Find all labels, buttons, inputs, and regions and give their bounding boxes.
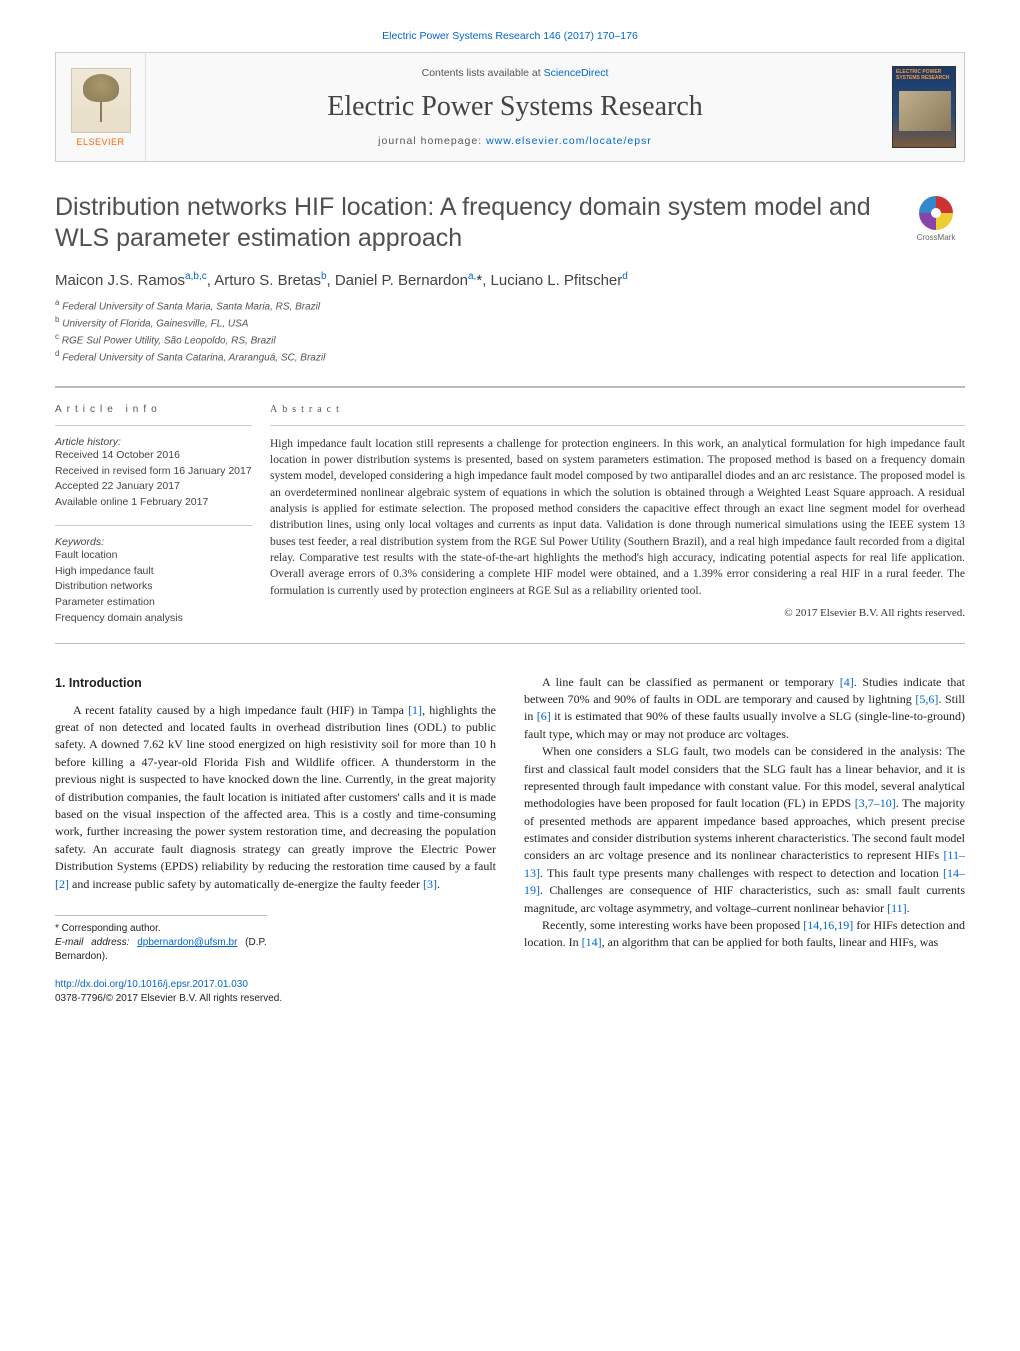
article-history-dates: Received 14 October 2016 Received in rev… xyxy=(55,448,252,511)
journal-masthead: ELSEVIER Contents lists available at Sci… xyxy=(55,52,965,162)
email-label: E-mail address: xyxy=(55,937,137,948)
affiliation-item: b University of Florida, Gainesville, FL… xyxy=(55,314,965,331)
keywords-label: Keywords: xyxy=(55,536,252,548)
doi-block: http://dx.doi.org/10.1016/j.epsr.2017.01… xyxy=(55,978,496,1007)
body-paragraph: A recent fatality caused by a high imped… xyxy=(55,702,496,893)
cover-title-text: ELECTRIC POWER SYSTEMS RESEARCH xyxy=(896,70,952,81)
publisher-logo-block[interactable]: ELSEVIER xyxy=(56,53,146,161)
author-email-link[interactable]: dpbernardon@ufsm.br xyxy=(137,937,237,948)
body-paragraph: A line fault can be classified as perman… xyxy=(524,674,965,744)
authors-line: Maicon J.S. Ramosa,b,c, Arturo S. Bretas… xyxy=(55,271,965,289)
abstract-heading: abstract xyxy=(270,404,965,415)
issn-copyright-line: 0378-7796/© 2017 Elsevier B.V. All right… xyxy=(55,992,496,1007)
affiliation-item: a Federal University of Santa Maria, San… xyxy=(55,297,965,314)
keyword-item: High impedance fault xyxy=(55,564,252,580)
history-line: Received in revised form 16 January 2017 xyxy=(55,464,252,480)
keyword-item: Frequency domain analysis xyxy=(55,611,252,627)
keyword-item: Fault location xyxy=(55,548,252,564)
email-line: E-mail address: dpbernardon@ufsm.br (D.P… xyxy=(55,936,267,964)
doi-link[interactable]: http://dx.doi.org/10.1016/j.epsr.2017.01… xyxy=(55,979,248,990)
history-line: Accepted 22 January 2017 xyxy=(55,479,252,495)
contents-label: Contents lists available at xyxy=(422,67,544,79)
body-column-left: 1. Introduction A recent fatality caused… xyxy=(55,674,496,1007)
publisher-name: ELSEVIER xyxy=(76,137,124,147)
divider xyxy=(55,425,252,426)
article-title: Distribution networks HIF location: A fr… xyxy=(55,192,887,255)
journal-homepage-line: journal homepage: www.elsevier.com/locat… xyxy=(156,135,874,147)
body-column-right: A line fault can be classified as perman… xyxy=(524,674,965,1007)
article-body: 1. Introduction A recent fatality caused… xyxy=(55,674,965,1007)
journal-cover-block[interactable]: ELECTRIC POWER SYSTEMS RESEARCH xyxy=(884,53,964,161)
elsevier-tree-icon xyxy=(71,68,131,133)
journal-cover-thumbnail: ELECTRIC POWER SYSTEMS RESEARCH xyxy=(892,66,956,148)
sciencedirect-link[interactable]: ScienceDirect xyxy=(544,67,609,79)
journal-title: Electric Power Systems Research xyxy=(156,91,874,123)
divider xyxy=(55,525,252,526)
article-info-heading: article info xyxy=(55,404,252,415)
affiliation-item: d Federal University of Santa Catarina, … xyxy=(55,348,965,365)
history-line: Received 14 October 2016 xyxy=(55,448,252,464)
article-info-column: article info Article history: Received 1… xyxy=(55,388,270,643)
crossmark-badge[interactable]: CrossMark xyxy=(907,196,965,242)
corresponding-author-note: * Corresponding author. xyxy=(55,922,267,936)
abstract-column: abstract High impedance fault location s… xyxy=(270,388,965,643)
body-paragraph: When one considers a SLG fault, two mode… xyxy=(524,743,965,917)
keywords-list: Fault location High impedance fault Dist… xyxy=(55,548,252,627)
cover-image-placeholder xyxy=(899,91,951,131)
masthead-center: Contents lists available at ScienceDirec… xyxy=(146,53,884,161)
contents-available-line: Contents lists available at ScienceDirec… xyxy=(156,67,874,79)
keyword-item: Parameter estimation xyxy=(55,595,252,611)
affiliation-item: c RGE Sul Power Utility, São Leopoldo, R… xyxy=(55,331,965,348)
homepage-url[interactable]: www.elsevier.com/locate/epsr xyxy=(486,135,652,147)
divider xyxy=(270,425,965,426)
footnotes-block: * Corresponding author. E-mail address: … xyxy=(55,915,267,964)
affiliations-block: a Federal University of Santa Maria, San… xyxy=(55,297,965,366)
keyword-item: Distribution networks xyxy=(55,579,252,595)
section-heading: 1. Introduction xyxy=(55,674,496,692)
article-history-label: Article history: xyxy=(55,436,252,448)
journal-issue-header[interactable]: Electric Power Systems Research 146 (201… xyxy=(55,30,965,42)
crossmark-icon xyxy=(919,196,953,230)
history-line: Available online 1 February 2017 xyxy=(55,495,252,511)
abstract-copyright: © 2017 Elsevier B.V. All rights reserved… xyxy=(270,607,965,619)
homepage-label: journal homepage: xyxy=(378,135,486,147)
crossmark-label: CrossMark xyxy=(907,233,965,242)
abstract-text: High impedance fault location still repr… xyxy=(270,436,965,599)
body-paragraph: Recently, some interesting works have be… xyxy=(524,917,965,952)
